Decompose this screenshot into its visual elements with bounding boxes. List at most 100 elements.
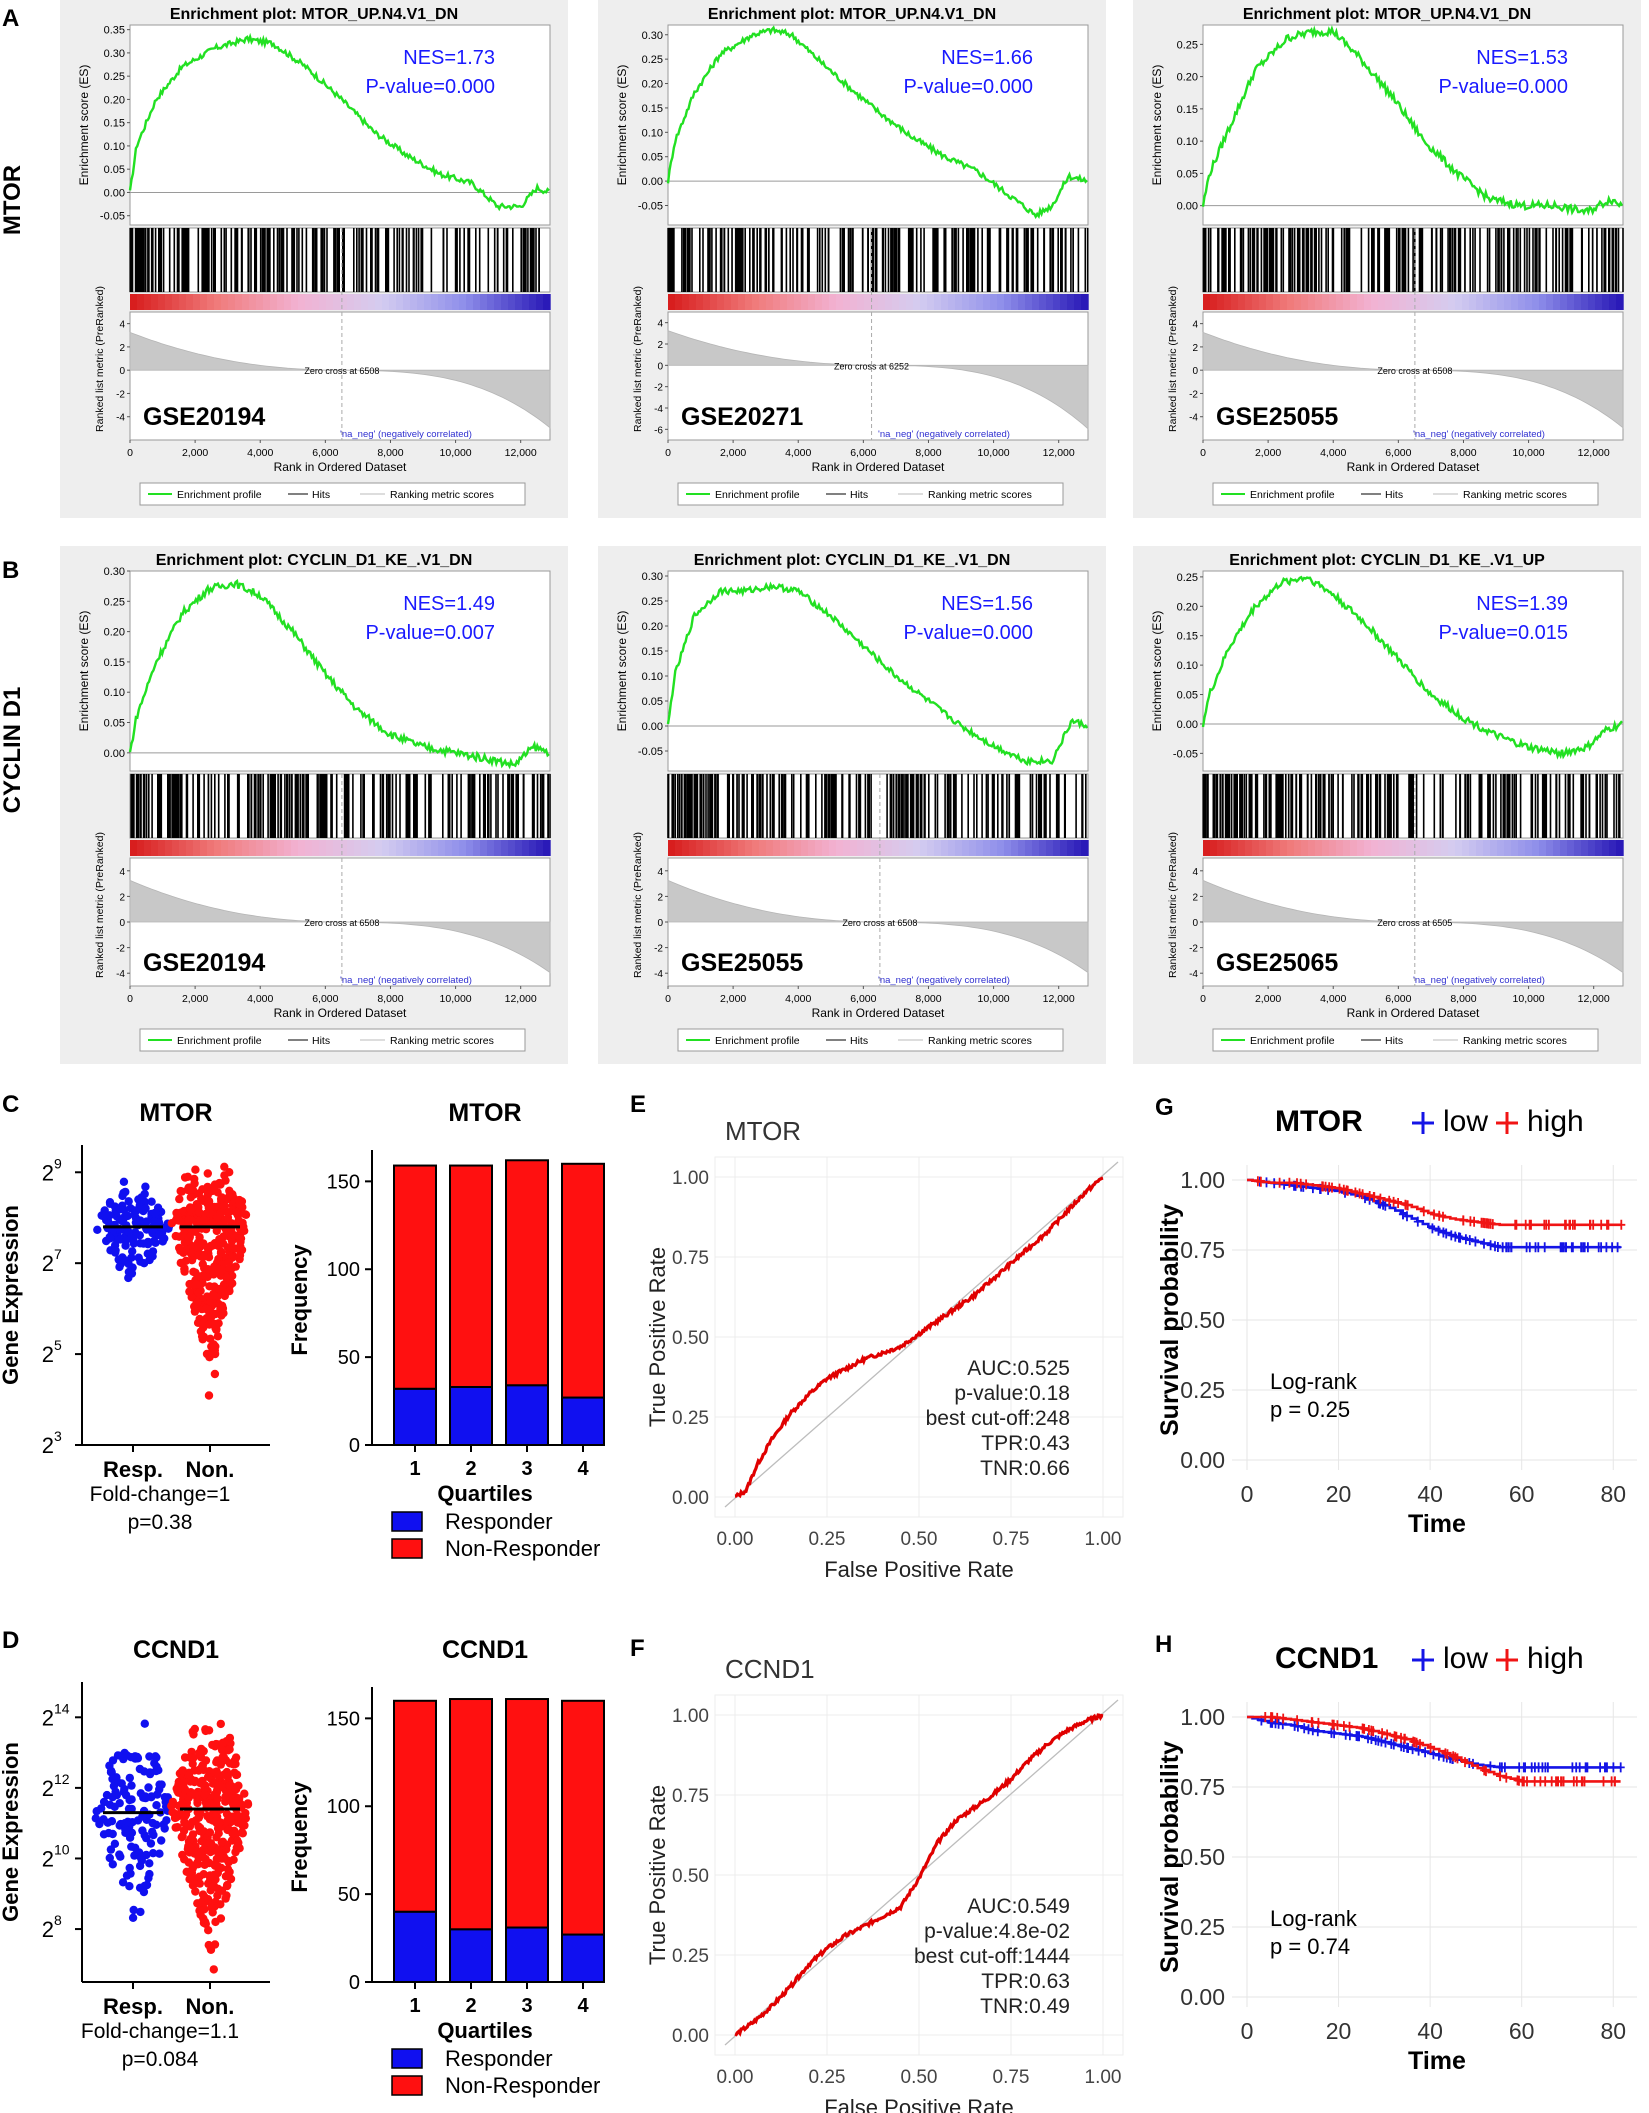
bar-responder [505,1926,549,1983]
rank-color-segment [1210,840,1218,856]
metric-tick-label: 2 [1192,892,1198,903]
rank-color-segment [536,294,544,310]
data-point [127,1842,136,1851]
data-point [180,1855,189,1864]
bar-chart-title: CCND1 [442,1636,528,1664]
x-axis-label: Quartiles [437,1481,532,1506]
rank-color-segment [151,840,159,856]
legend-text-es: Enrichment profile [177,1035,262,1047]
data-point [150,1217,159,1226]
rank-tick-label: 0 [665,993,671,1005]
rank-tick-label: 8,000 [377,447,403,459]
rank-color-segment [508,840,516,856]
data-point [115,1850,124,1859]
data-point [151,1766,161,1776]
rank-tick-label: 0 [1200,447,1206,459]
data-point [172,1810,181,1819]
data-point [136,1907,145,1917]
y-tick-label: 0.00 [1180,1447,1225,1473]
nes-value: NES=1.73 [403,47,495,69]
rank-color-segment [1539,840,1547,856]
quartile-label: 3 [521,1995,532,2017]
rank-color-segment [1259,294,1267,310]
y-tick-exponent: 12 [54,1771,70,1787]
rank-color-segment [382,294,390,310]
rank-color-segment [1434,294,1442,310]
data-point [125,1833,135,1842]
metric-axis-label: Ranked list metric (PreRanked) [1167,832,1179,978]
rank-color-segment [151,294,159,310]
x-tick-label: 0.75 [993,2067,1030,2088]
rank-color-segment [1287,294,1295,310]
rank-color-segment [235,840,243,856]
y-tick-base: 2 [42,1342,54,1367]
rank-color-segment [934,294,942,310]
rank-color-segment [137,840,145,856]
data-point [191,1165,200,1174]
rank-color-segment [941,840,949,856]
data-point [155,1849,164,1858]
rank-tick-label: 4,000 [1320,993,1346,1005]
data-point [216,1248,226,1258]
es-plot-area [1202,570,1624,772]
y-tick-label: 0.50 [672,1328,709,1349]
es-tick-label: 0.10 [1177,136,1198,148]
rank-tick-label: 6,000 [850,447,876,459]
data-point [187,1818,197,1827]
metric-tick-label: -2 [654,944,663,955]
rank-color-segment [780,840,788,856]
es-tick-label: 0.10 [642,671,663,683]
rank-color-segment [165,294,173,310]
es-tick-label: 0.05 [1177,690,1198,702]
x-tick-label: 1.00 [1085,2067,1122,2088]
data-point [218,1738,227,1747]
rank-color-segment [969,840,977,856]
data-point [211,1342,220,1351]
zero-cross-label: Zero cross at 6252 [834,361,909,371]
data-point [138,1812,147,1821]
data-point [105,1853,115,1863]
es-tick-label: 0.00 [104,187,125,199]
data-point [123,1751,132,1760]
legend-text-hits: Hits [312,489,330,501]
group-label: Non. [186,1994,235,2019]
rank-color-segment [235,294,243,310]
rank-color-segment [1046,294,1054,310]
data-point [178,1766,187,1776]
rank-color-segment [431,294,439,310]
rank-color-segment [1053,294,1061,310]
rank-color-segment [410,840,418,856]
rank-color-segment [1350,840,1358,856]
x-tick-label: 60 [1509,2018,1535,2044]
rank-color-segment [1301,840,1309,856]
legend-mark-high [1496,1649,1518,1671]
bar-responder [561,1933,605,1983]
legend-text-high: high [1527,1642,1584,1675]
rank-tick-label: 12,000 [1043,993,1075,1005]
rank-color-segment [193,840,201,856]
rank-color-segment [997,294,1005,310]
y-tick-exponent: 7 [54,1246,62,1262]
es-tick-label: 0.25 [1177,39,1198,51]
rank-tick-label: 10,000 [1513,993,1545,1005]
rank-color-segment [1441,840,1449,856]
rank-color-segment [1343,840,1351,856]
rank-color-segment [417,294,425,310]
censor-marks-high [1253,1176,1626,1230]
bar-non-responder [449,1698,493,1931]
es-axis-label: Enrichment score (ES) [1150,611,1164,732]
rank-color-segment [1490,840,1498,856]
rank-color-segment [913,294,921,310]
rank-color-segment [1011,840,1019,856]
rank-color-segment [906,840,914,856]
data-point [186,1193,195,1202]
legend-text-hits: Hits [850,1035,868,1047]
rank-color-segment [1252,294,1260,310]
bar-non-responder [505,1159,549,1387]
data-point [231,1785,241,1794]
data-point [198,1185,207,1194]
metric-axis-label: Ranked list metric (PreRanked) [94,286,106,432]
rank-color-segment [1053,840,1061,856]
